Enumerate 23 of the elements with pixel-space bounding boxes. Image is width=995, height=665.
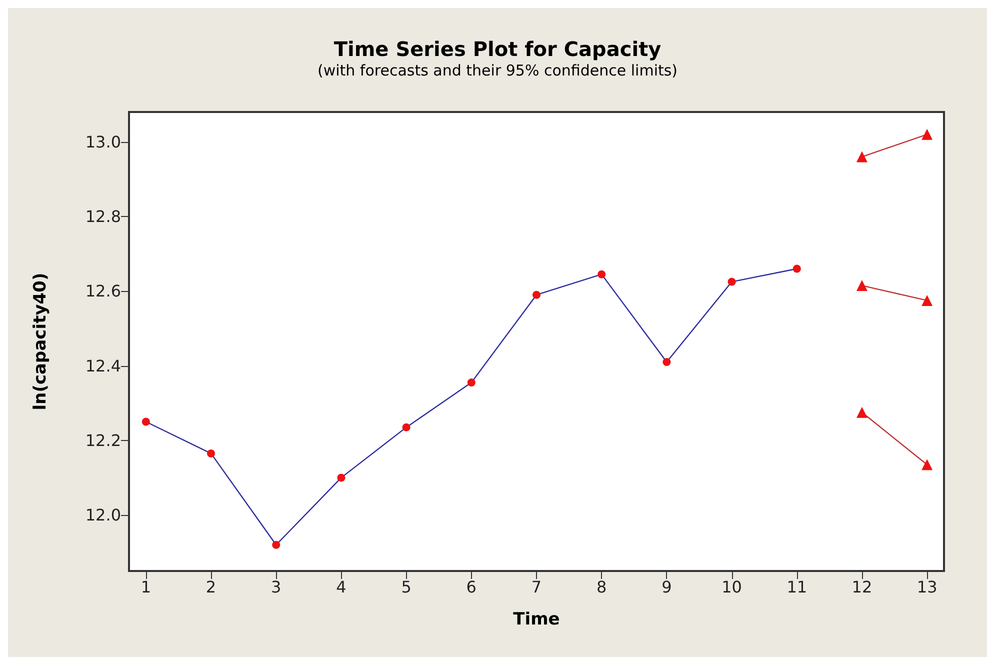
y-axis-title: ln(capacity40): [30, 272, 50, 410]
x-tick-label: 13: [916, 578, 938, 596]
y-tick-label: 12.0: [85, 506, 121, 525]
chart-title: Time Series Plot for Capacity: [334, 37, 662, 61]
x-tick-label: 4: [336, 578, 346, 596]
x-tick-label: 11: [786, 578, 808, 596]
x-tick-label: 7: [531, 578, 542, 596]
x-tick-label: 12: [852, 578, 872, 596]
x-tick-label: 3: [271, 578, 282, 596]
y-tick-label: 13.0: [85, 132, 121, 152]
chart-subtitle: (with forecasts and their 95% confidence limits): [317, 62, 678, 80]
x-tick-label: 10: [722, 578, 742, 596]
x-tick-label: 8: [596, 578, 607, 596]
x-tick-label: 1: [140, 578, 152, 596]
x-tick-label: 2: [206, 578, 216, 596]
y-tick-label: 12.8: [85, 206, 121, 226]
x-tick-label: 5: [401, 578, 412, 596]
x-axis-title: Time: [513, 610, 560, 630]
y-tick-label: 12.2: [85, 430, 121, 450]
y-tick-label: 12.6: [85, 282, 121, 301]
x-tick-label: 6: [466, 578, 476, 596]
y-tick-label: 12.4: [85, 356, 121, 376]
x-tick-label: 9: [662, 578, 672, 596]
